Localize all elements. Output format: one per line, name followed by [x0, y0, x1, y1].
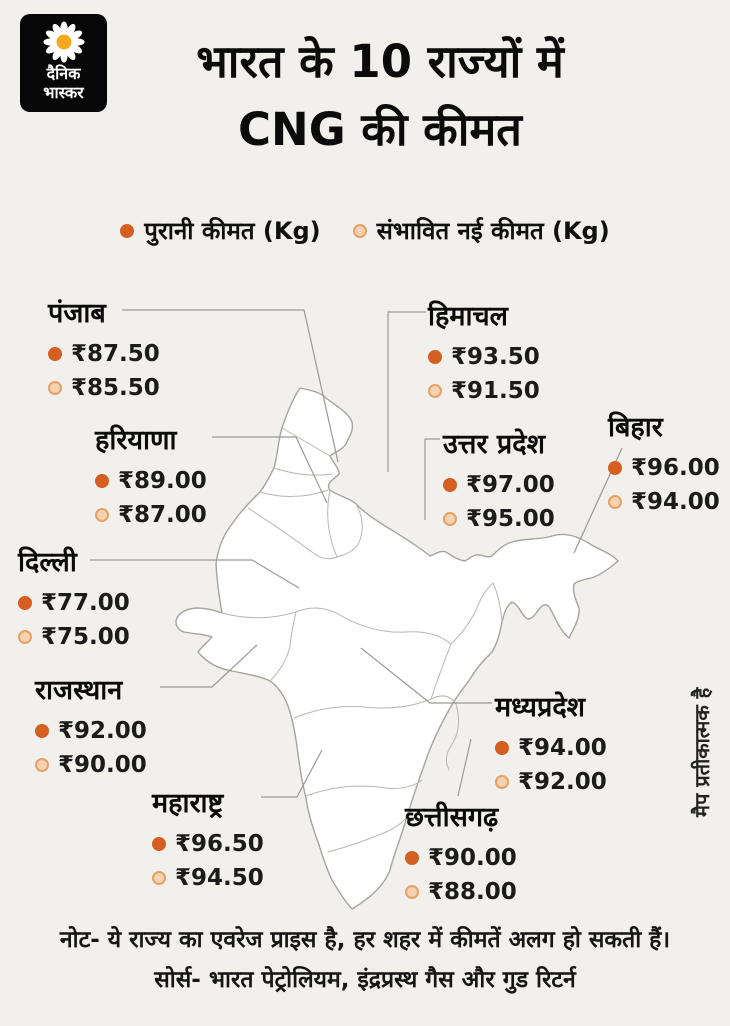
old-price-dot-icon	[48, 347, 62, 361]
new-price-dot-icon	[35, 758, 49, 772]
old-price-row: ₹97.00	[443, 472, 555, 498]
new-price-dot-icon	[495, 775, 509, 789]
old-price-row: ₹87.50	[48, 341, 160, 367]
new-price-row: ₹95.00	[443, 506, 555, 532]
new-price-row: ₹92.00	[495, 769, 607, 795]
new-price-dot-icon	[405, 885, 419, 899]
old-price-row: ₹77.00	[18, 590, 130, 616]
state-name: हरियाणा	[95, 425, 177, 456]
state-name: दिल्ली	[18, 547, 77, 578]
state-punjab: पंजाब ₹87.50 ₹85.50	[48, 293, 160, 401]
old-price-value: ₹92.00	[58, 718, 147, 744]
old-price-value: ₹96.00	[631, 455, 720, 481]
old-price-value: ₹89.00	[118, 468, 207, 494]
new-price-value: ₹95.00	[466, 506, 555, 532]
old-price-row: ₹89.00	[95, 468, 207, 494]
new-price-value: ₹90.00	[58, 752, 147, 778]
new-price-dot-icon	[18, 630, 32, 644]
old-price-value: ₹97.00	[466, 472, 555, 498]
new-price-row: ₹94.00	[608, 489, 720, 515]
new-price-dot-icon	[95, 508, 109, 522]
new-price-row: ₹88.00	[405, 879, 517, 905]
page-title: भारत के 10 राज्यों में CNG की कीमत	[105, 28, 655, 165]
old-price-dot-icon	[405, 851, 419, 865]
old-price-dot-icon	[152, 837, 166, 851]
new-price-value: ₹88.00	[428, 879, 517, 905]
new-price-dot-icon	[152, 871, 166, 885]
old-price-dot-icon	[120, 223, 135, 238]
new-price-dot-icon	[443, 512, 457, 526]
footer-note: नोट- ये राज्य का एवरेज प्राइस है, हर शहर…	[59, 927, 671, 953]
new-price-value: ₹91.50	[451, 378, 540, 404]
old-price-value: ₹90.00	[428, 845, 517, 871]
state-uttar-pradesh: उत्तर प्रदेश ₹97.00 ₹95.00	[443, 424, 555, 532]
state-name: राजस्थान	[35, 675, 123, 706]
new-price-value: ₹87.00	[118, 502, 207, 528]
state-name: छत्तीसगढ़	[405, 802, 499, 833]
old-price-dot-icon	[35, 724, 49, 738]
legend-old-price: पुरानी कीमत (Kg)	[120, 214, 321, 247]
logo-wordmark: दैनिक भास्कर	[43, 64, 84, 103]
new-price-dot-icon	[352, 223, 367, 238]
state-name: हिमाचल	[428, 301, 508, 332]
state-delhi: दिल्ली ₹77.00 ₹75.00	[18, 542, 130, 650]
legend-old-label: पुरानी कीमत (Kg)	[144, 217, 321, 245]
old-price-row: ₹96.50	[152, 831, 264, 857]
state-name: मध्यप्रदेश	[495, 692, 586, 723]
new-price-row: ₹90.00	[35, 752, 147, 778]
new-price-value: ₹94.50	[175, 865, 264, 891]
old-price-dot-icon	[428, 350, 442, 364]
state-rajasthan: राजस्थान ₹92.00 ₹90.00	[35, 670, 147, 778]
state-name: महाराष्ट्र	[152, 788, 224, 819]
new-price-value: ₹92.00	[518, 769, 607, 795]
state-haryana: हरियाणा ₹89.00 ₹87.00	[95, 420, 207, 528]
state-name: पंजाब	[48, 298, 106, 329]
sun-icon	[42, 21, 85, 63]
logo-line1: दैनिक	[46, 64, 81, 83]
old-price-dot-icon	[18, 596, 32, 610]
state-name: बिहार	[608, 412, 663, 443]
old-price-value: ₹94.00	[518, 735, 607, 761]
old-price-dot-icon	[495, 741, 509, 755]
state-himachal: हिमाचल ₹93.50 ₹91.50	[428, 296, 540, 404]
old-price-row: ₹93.50	[428, 344, 540, 370]
title-line1: भारत के 10 राज्यों में	[196, 35, 564, 88]
new-price-row: ₹85.50	[48, 375, 160, 401]
state-chhattisgarh: छत्तीसगढ़ ₹90.00 ₹88.00	[405, 797, 517, 905]
new-price-dot-icon	[428, 384, 442, 398]
new-price-value: ₹85.50	[71, 375, 160, 401]
legend: पुरानी कीमत (Kg) संभावित नई कीमत (Kg)	[0, 214, 730, 247]
new-price-value: ₹75.00	[41, 624, 130, 650]
state-name: उत्तर प्रदेश	[443, 429, 545, 460]
new-price-value: ₹94.00	[631, 489, 720, 515]
old-price-value: ₹96.50	[175, 831, 264, 857]
legend-new-label: संभावित नई कीमत (Kg)	[376, 217, 610, 245]
old-price-row: ₹94.00	[495, 735, 607, 761]
map-disclaimer: मैप प्रतीकात्मक है	[690, 687, 714, 817]
old-price-value: ₹93.50	[451, 344, 540, 370]
old-price-row: ₹90.00	[405, 845, 517, 871]
legend-new-price: संभावित नई कीमत (Kg)	[352, 214, 610, 247]
dainik-bhaskar-logo: दैनिक भास्कर	[20, 14, 107, 112]
old-price-dot-icon	[95, 474, 109, 488]
old-price-row: ₹96.00	[608, 455, 720, 481]
old-price-value: ₹87.50	[71, 341, 160, 367]
state-bihar: बिहार ₹96.00 ₹94.00	[608, 407, 720, 515]
new-price-row: ₹94.50	[152, 865, 264, 891]
old-price-dot-icon	[443, 478, 457, 492]
new-price-row: ₹91.50	[428, 378, 540, 404]
new-price-row: ₹75.00	[18, 624, 130, 650]
new-price-dot-icon	[608, 495, 622, 509]
state-madhya-pradesh: मध्यप्रदेश ₹94.00 ₹92.00	[495, 687, 607, 795]
old-price-row: ₹92.00	[35, 718, 147, 744]
old-price-dot-icon	[608, 461, 622, 475]
footer-source: सोर्स- भारत पेट्रोलियम, इंद्रप्रस्थ गैस …	[154, 967, 576, 993]
title-line2: CNG की कीमत	[238, 103, 522, 157]
logo-line2: भास्कर	[43, 82, 84, 102]
new-price-row: ₹87.00	[95, 502, 207, 528]
old-price-value: ₹77.00	[41, 590, 130, 616]
state-maharashtra: महाराष्ट्र ₹96.50 ₹94.50	[152, 783, 264, 891]
new-price-dot-icon	[48, 381, 62, 395]
